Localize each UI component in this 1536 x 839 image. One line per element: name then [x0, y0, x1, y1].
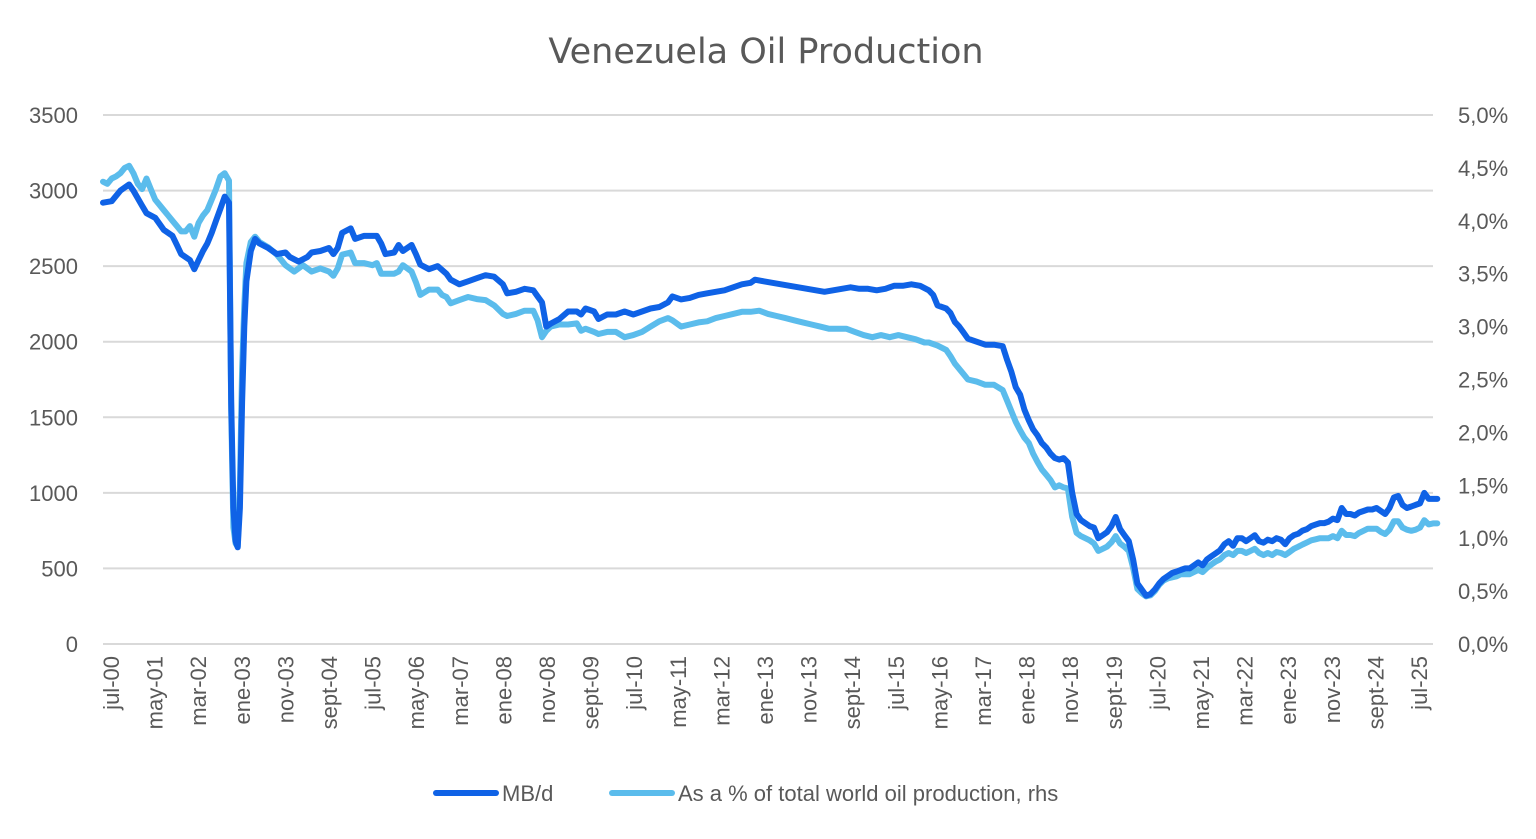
x-tick-label: nov-18 [1058, 656, 1083, 723]
x-tick-label: may-06 [404, 656, 429, 729]
left-tick-label: 1000 [29, 481, 78, 506]
x-tick-label: mar-22 [1233, 656, 1258, 726]
x-tick-label: ene-13 [753, 656, 778, 725]
x-tick-label: sept-14 [840, 656, 865, 729]
right-tick-label: 3,0% [1458, 315, 1508, 340]
legend-label-1: As a % of total world oil production, rh… [678, 781, 1058, 806]
series-line-1 [100, 162, 1441, 600]
x-tick-label: jul-25 [1407, 656, 1432, 711]
left-tick-label: 500 [41, 556, 78, 581]
x-tick-label: mar-17 [971, 656, 996, 726]
x-tick-label: sept-24 [1363, 656, 1388, 729]
x-tick-label: mar-02 [186, 656, 211, 726]
x-tick-label: jul-00 [99, 656, 124, 711]
left-tick-label: 0 [66, 632, 78, 657]
right-tick-label: 0,0% [1458, 632, 1508, 657]
x-tick-label: ene-03 [230, 656, 255, 725]
x-tick-label: may-01 [143, 656, 168, 729]
x-tick-label: ene-23 [1276, 656, 1301, 725]
right-tick-label: 1,5% [1458, 473, 1508, 498]
x-tick-label: jul-15 [884, 656, 909, 711]
x-tick-label: nov-08 [535, 656, 560, 723]
gridlines [103, 114, 1433, 570]
left-tick-label: 1500 [29, 405, 78, 430]
right-tick-label: 4,5% [1458, 156, 1508, 181]
right-tick-label: 2,0% [1458, 420, 1508, 445]
x-tick-label: jul-05 [361, 656, 386, 711]
x-tick-label: mar-12 [709, 656, 734, 726]
legend: MB/d As a % of total world oil production… [433, 781, 1058, 806]
right-tick-label: 4,0% [1458, 209, 1508, 234]
x-tick-label: sept-09 [579, 656, 604, 729]
series-layer [100, 162, 1441, 600]
chart-title: Venezuela Oil Production [548, 32, 983, 72]
x-tick-label: nov-13 [797, 656, 822, 723]
right-tick-label: 2,5% [1458, 368, 1508, 393]
right-tick-label: 0,5% [1458, 579, 1508, 604]
x-tick-label: nov-23 [1320, 656, 1345, 723]
x-tick-label: sept-19 [1102, 656, 1127, 729]
right-axis-ticks: 0,0% 0,5% 1,0% 1,5% 2,0% 2,5% 3,0% 3,5% 4,0% 4,5%… [1458, 103, 1508, 657]
x-tick-label: may-16 [927, 656, 952, 729]
left-tick-label: 2500 [29, 254, 78, 279]
x-tick-label: ene-18 [1015, 656, 1040, 725]
right-tick-label: 5,0% [1458, 103, 1508, 128]
legend-label-0: MB/d [502, 781, 553, 806]
x-tick-label: may-21 [1189, 656, 1214, 729]
x-axis-ticks: jul-00 may-01 mar-02 ene-03 nov-03 sept-04 jul… [99, 656, 1432, 729]
right-tick-label: 3,5% [1458, 262, 1508, 287]
left-tick-label: 3500 [29, 103, 78, 128]
x-tick-label: sept-04 [317, 656, 342, 729]
left-axis-ticks: 0 500 1000 1500 2000 2500 3000 3500 [29, 103, 78, 657]
x-tick-label: jul-10 [622, 656, 647, 711]
series-line-0 [100, 181, 1441, 599]
x-tick-label: mar-07 [448, 656, 473, 726]
x-tick-label: may-11 [666, 656, 691, 728]
x-tick-label: nov-03 [273, 656, 298, 723]
x-tick-label: jul-20 [1145, 656, 1170, 711]
left-tick-label: 3000 [29, 179, 78, 204]
left-tick-label: 2000 [29, 330, 78, 355]
right-tick-label: 1,0% [1458, 526, 1508, 551]
x-tick-label: ene-08 [491, 656, 516, 725]
